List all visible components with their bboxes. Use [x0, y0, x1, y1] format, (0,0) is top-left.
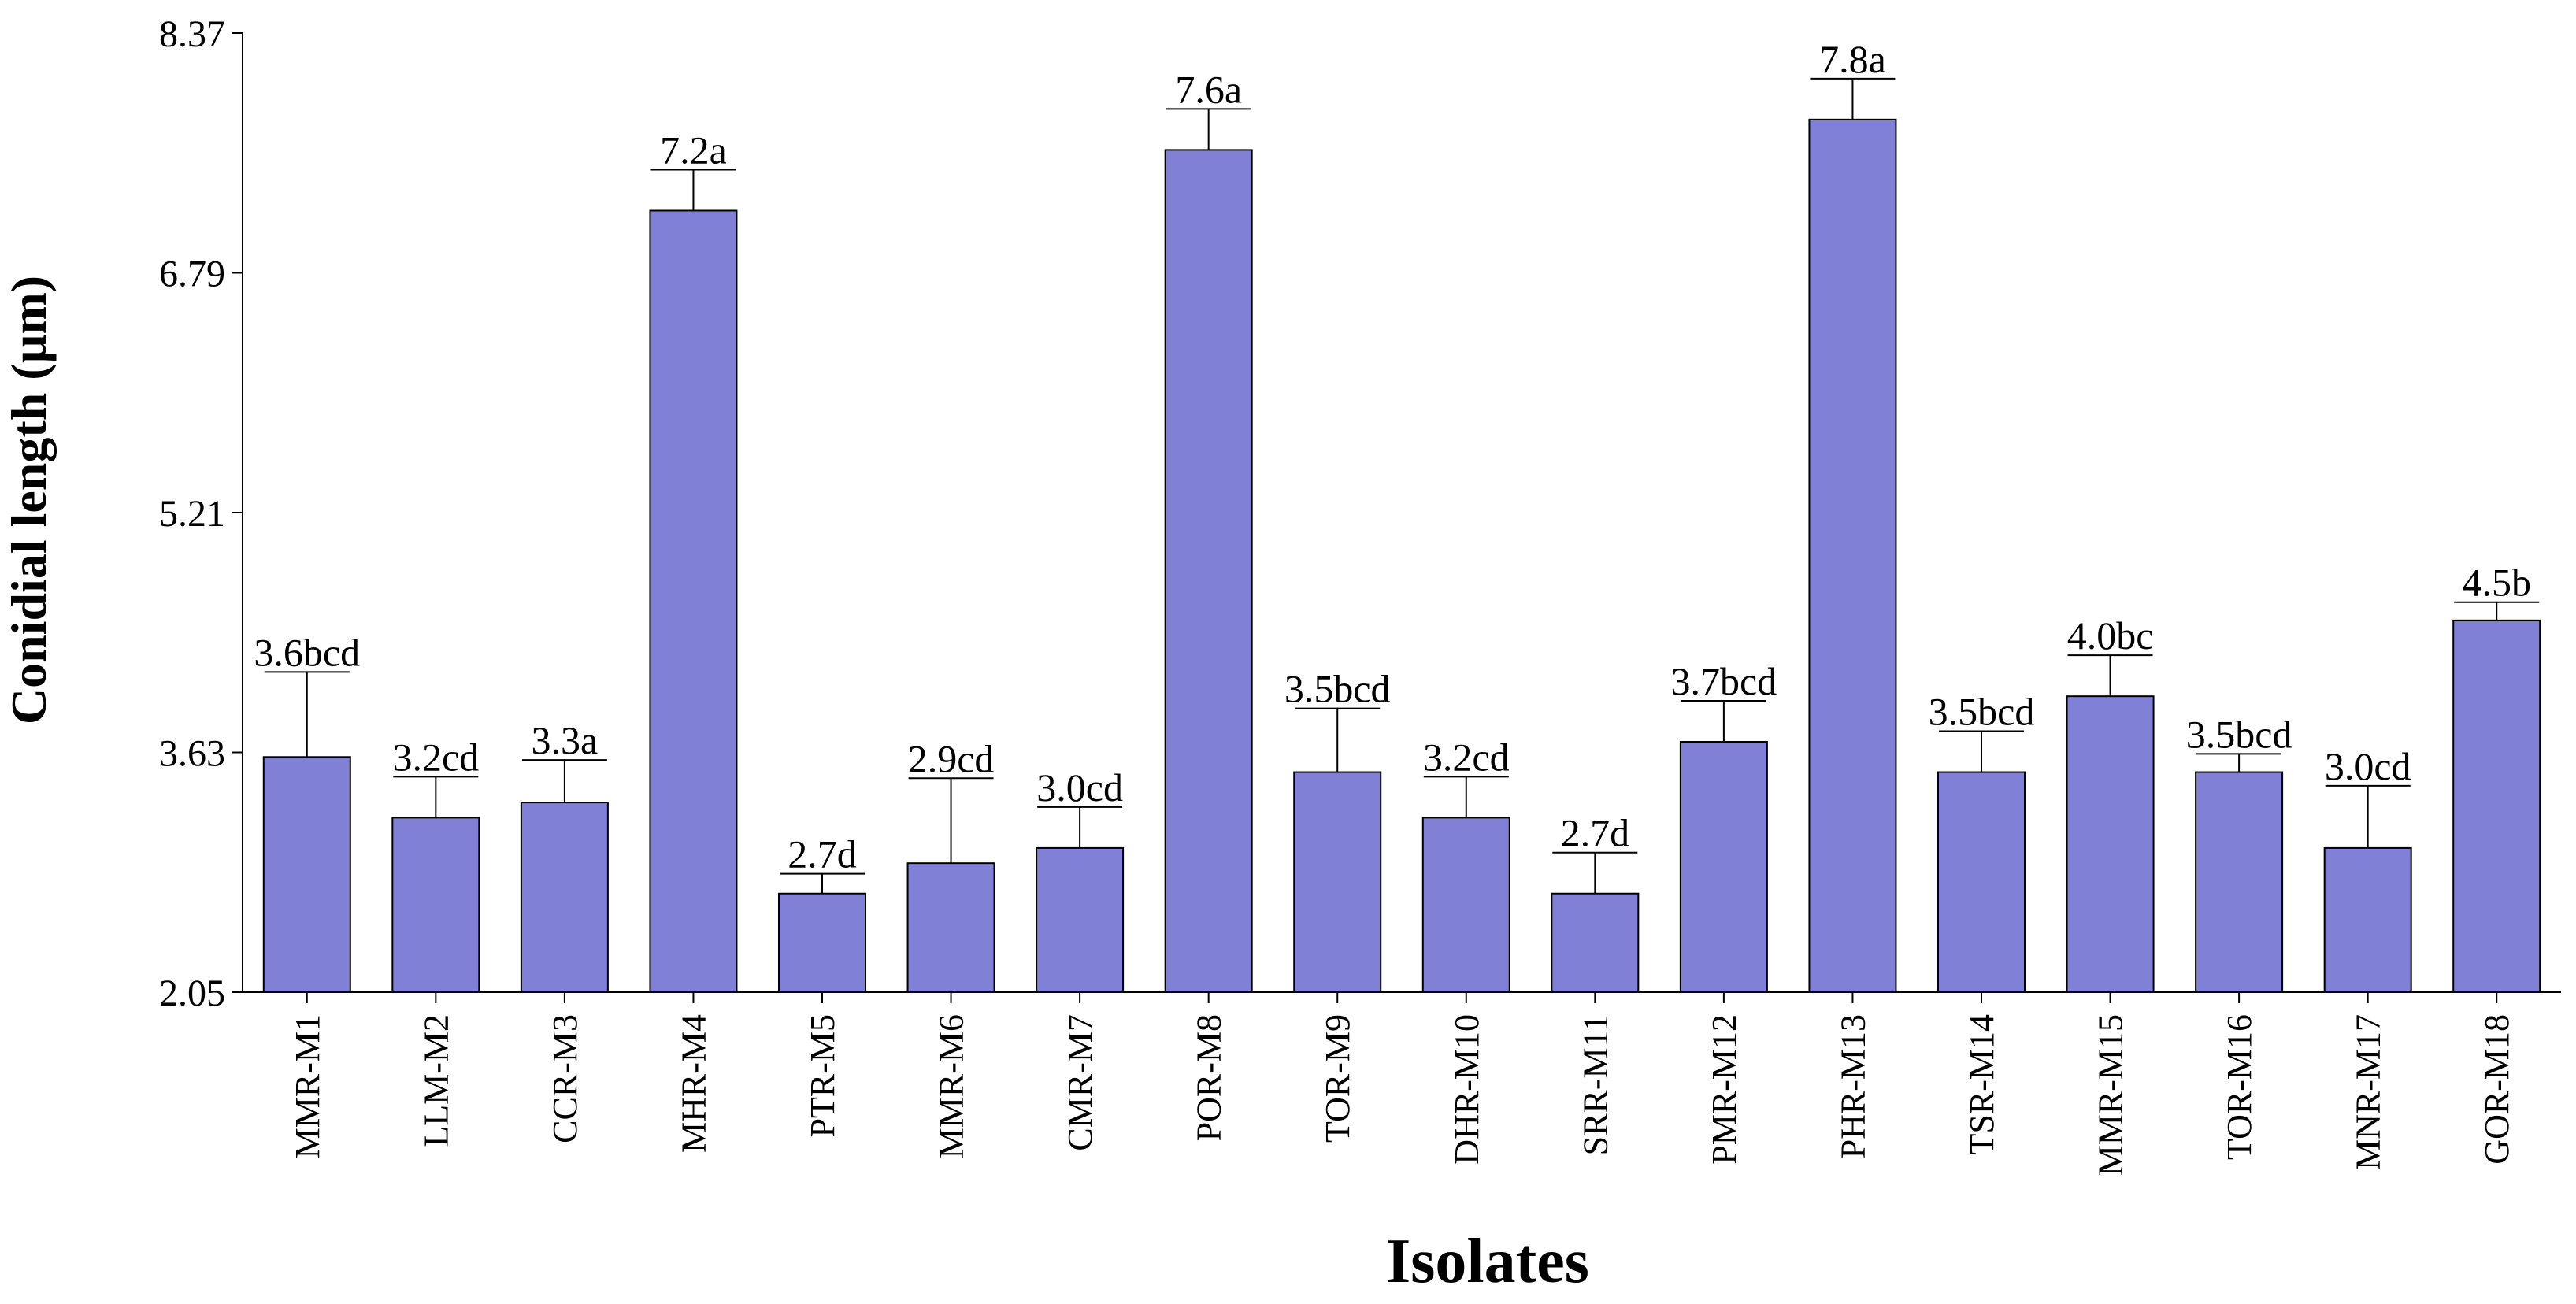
bar: [262, 756, 351, 993]
data-label: 3.2cd: [392, 735, 479, 779]
x-tick-label: TSR-M14: [1963, 1014, 2001, 1154]
data-label: 3.5bcd: [2186, 712, 2292, 756]
y-axis-title: Conidial length (µm): [1, 276, 57, 724]
x-tick-label: MMR-M1: [288, 1014, 327, 1158]
bar: [2195, 771, 2284, 993]
data-label: 3.3a: [532, 718, 599, 762]
bar: [2323, 846, 2412, 993]
bar: [1808, 118, 1897, 993]
data-label: 3.0cd: [1036, 765, 1123, 809]
y-tick-label: 8.37: [159, 13, 225, 55]
data-label: 4.5b: [2462, 561, 2531, 605]
bar: [391, 817, 480, 993]
bar: [906, 862, 995, 994]
data-label: 2.7d: [1561, 811, 1630, 855]
x-tick-label: LLM-M2: [417, 1014, 455, 1147]
x-tick-label: MMR-M6: [932, 1014, 971, 1158]
bar: [1551, 892, 1640, 993]
data-label: 3.0cd: [2325, 744, 2411, 788]
bar: [1293, 771, 1382, 993]
bar: [520, 802, 609, 993]
x-tick-label: TOR-M16: [2220, 1014, 2259, 1160]
y-tick-label: 3.63: [159, 733, 225, 775]
x-tick-label: MMR-M15: [2092, 1014, 2130, 1176]
x-tick-label: PHR-M13: [1833, 1014, 1872, 1158]
data-label: 7.8a: [1819, 37, 1886, 81]
bar: [2452, 619, 2541, 993]
data-label: 7.2a: [660, 128, 727, 172]
data-label: 2.9cd: [908, 736, 995, 780]
bar: [1036, 846, 1125, 993]
bar: [1937, 771, 2026, 993]
y-tick-label: 2.05: [159, 972, 225, 1014]
x-tick-label: CMR-M7: [1061, 1014, 1099, 1151]
x-axis-title: Isolates: [1386, 1227, 1589, 1296]
bar: [1421, 817, 1510, 993]
data-label: 3.2cd: [1423, 735, 1510, 779]
data-label: 4.0bc: [2067, 613, 2154, 658]
x-tick-label: GOR-M18: [2478, 1014, 2516, 1165]
data-label: 7.6a: [1175, 67, 1242, 111]
data-label: 3.7bcd: [1671, 659, 1777, 703]
x-tick-label: MHR-M4: [674, 1014, 713, 1153]
bar: [778, 892, 866, 993]
x-tick-label: TOR-M9: [1318, 1014, 1357, 1143]
y-tick-label: 6.79: [159, 254, 225, 295]
bar: [649, 209, 738, 993]
x-tick-label: PMR-M12: [1705, 1014, 1744, 1165]
data-label: 3.5bcd: [1284, 667, 1391, 711]
bar: [1164, 149, 1253, 993]
data-label: 3.5bcd: [1929, 690, 2035, 734]
y-tick-label: 5.21: [159, 493, 225, 535]
x-tick-label: MNR-M17: [2349, 1014, 2388, 1170]
axes: 2.05 3.63 5.21 6.79 8.37: [159, 13, 2561, 1014]
x-tick-label: SRR-M11: [1576, 1014, 1614, 1155]
data-label: 2.7d: [788, 832, 857, 876]
x-tick-label: CCR-M3: [546, 1014, 584, 1143]
bar: [2066, 695, 2155, 994]
bar: [1679, 741, 1768, 994]
data-label: 3.6bcd: [254, 630, 360, 674]
bars-group: [262, 77, 2541, 994]
x-tick-label: PTR-M5: [803, 1014, 842, 1137]
x-tick-label: DHR-M10: [1447, 1014, 1486, 1165]
x-tick-label: POR-M8: [1190, 1014, 1229, 1141]
labels-group: 3.6bcd MMR-M1 3.2cd LLM-M2 3.3a CCR-M3 7.2a MHR…: [254, 37, 2531, 1176]
